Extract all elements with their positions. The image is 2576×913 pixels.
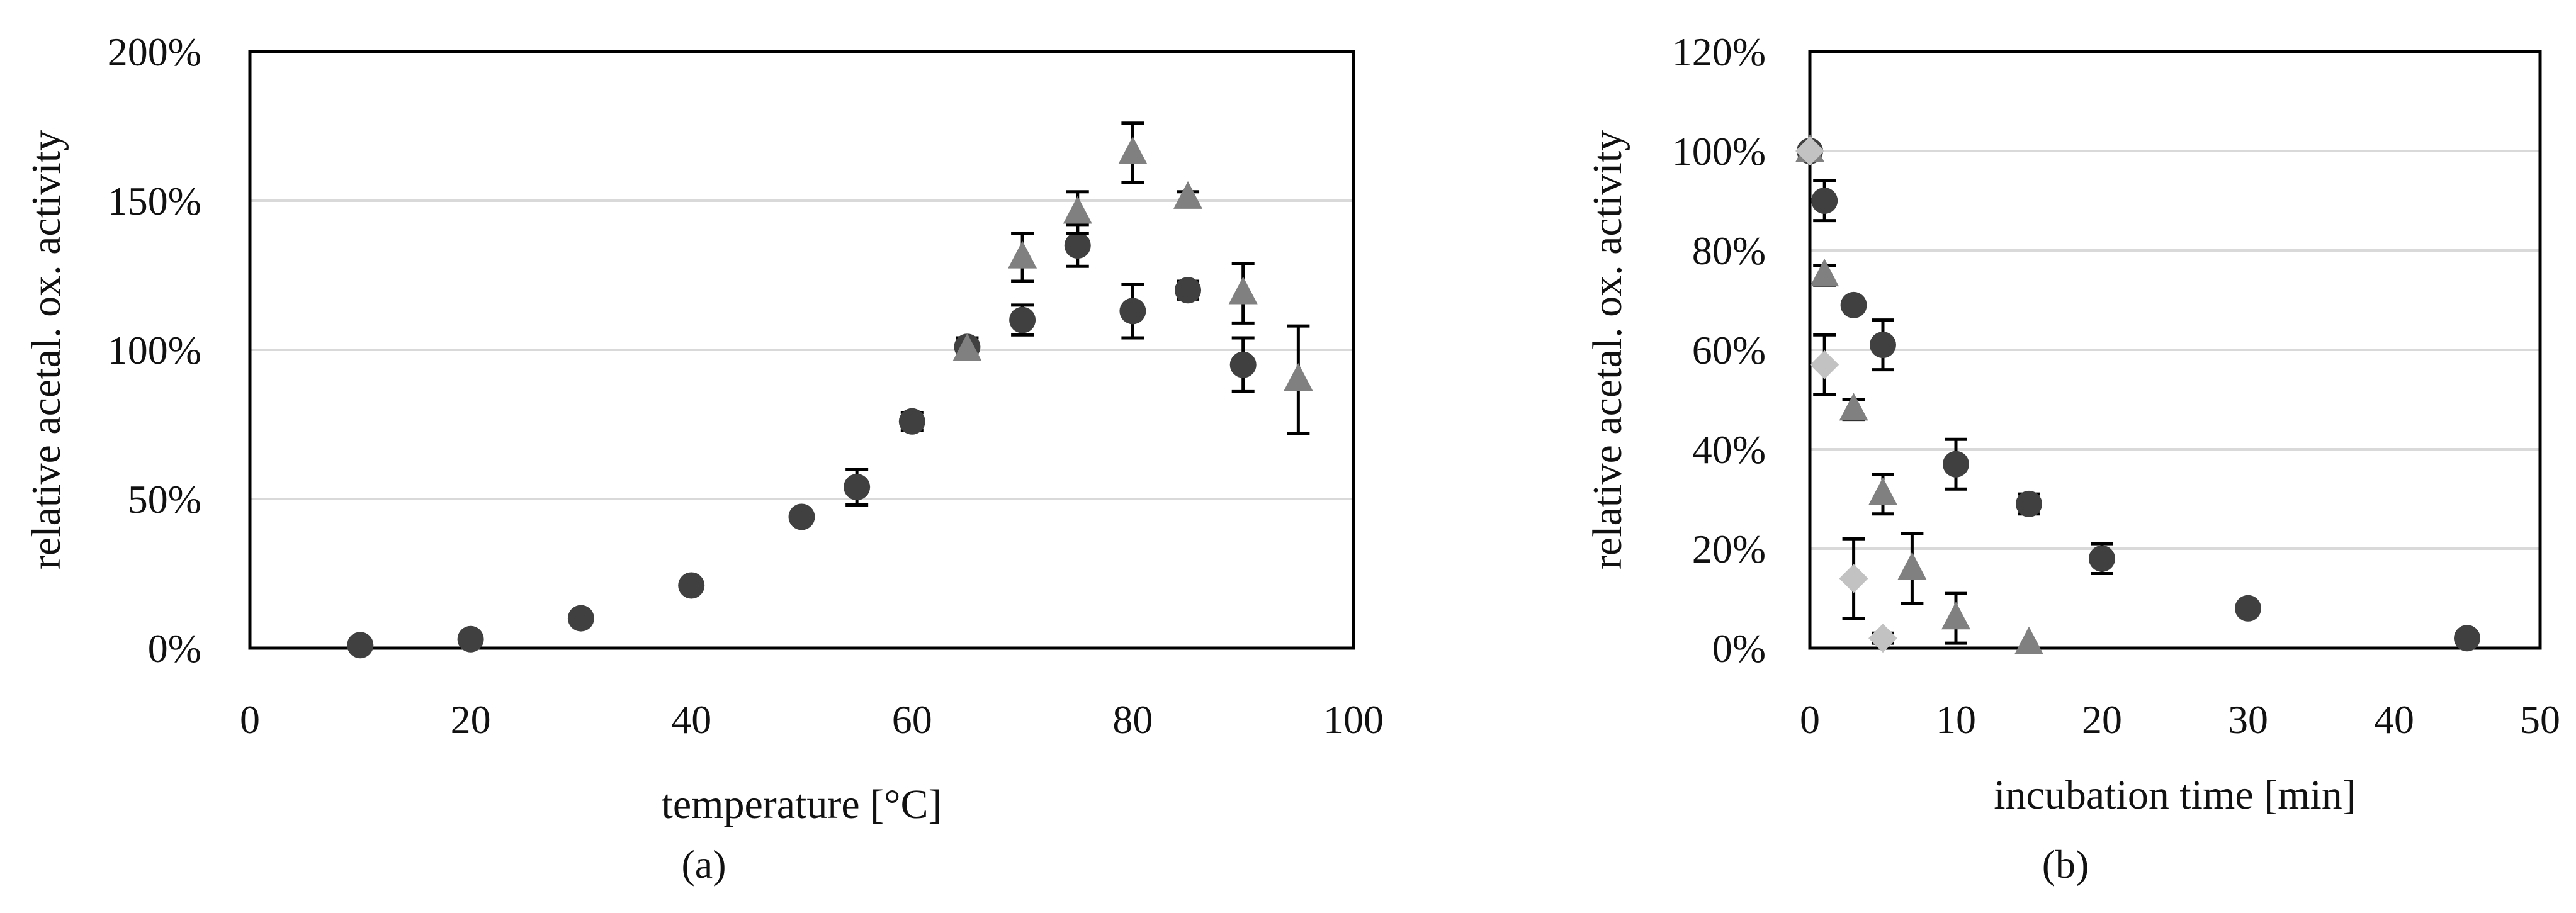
data-point-triangle xyxy=(1063,196,1092,224)
data-point-triangle xyxy=(1173,181,1203,209)
data-point-circle xyxy=(788,503,815,530)
data-point-circle xyxy=(1811,188,1838,214)
data-point-circle xyxy=(1119,298,1146,325)
data-point-triangle xyxy=(1868,477,1897,505)
data-point-circle xyxy=(1840,291,1867,318)
y-axis-title: relative acetal. ox. activity xyxy=(1585,130,1630,569)
y-tick-label: 40% xyxy=(1692,427,1766,472)
data-point-triangle xyxy=(1941,602,1970,630)
x-tick-label: 30 xyxy=(2228,697,2268,742)
series-circle xyxy=(1797,138,2480,652)
data-point-diamond xyxy=(1868,624,1897,653)
y-tick-label: 0% xyxy=(1712,626,1766,671)
data-point-circle xyxy=(1064,232,1091,259)
y-axis-title: relative acetal. ox. activity xyxy=(23,130,69,569)
series-diamond xyxy=(1795,137,1897,653)
x-axis-title: incubation time [min] xyxy=(1994,772,2356,818)
x-tick-label: 40 xyxy=(2374,697,2414,742)
data-point-triangle xyxy=(1810,259,1839,287)
series-triangle xyxy=(952,121,1313,435)
data-point-triangle xyxy=(952,333,982,361)
x-tick-label: 20 xyxy=(451,697,491,742)
data-point-triangle xyxy=(2014,626,2043,654)
x-tick-label: 10 xyxy=(1936,697,1976,742)
y-tick-label: 200% xyxy=(108,30,201,74)
x-tick-label: 60 xyxy=(892,697,932,742)
panel-label-a: (a) xyxy=(681,842,726,887)
data-point-circle xyxy=(2089,545,2115,572)
y-tick-label: 120% xyxy=(1672,30,1766,74)
data-point-circle xyxy=(567,605,594,632)
data-point-circle xyxy=(2454,625,2480,652)
data-point-triangle xyxy=(1839,393,1868,421)
data-point-circle xyxy=(1943,451,1969,478)
data-point-triangle xyxy=(1228,276,1258,305)
y-tick-label: 50% xyxy=(128,477,201,522)
y-tick-label: 100% xyxy=(108,328,201,372)
data-point-diamond xyxy=(1795,137,1824,165)
data-point-triangle xyxy=(1284,363,1313,391)
x-tick-label: 80 xyxy=(1112,697,1153,742)
data-point-circle xyxy=(1175,277,1202,304)
data-point-circle xyxy=(678,572,705,599)
x-tick-label: 100 xyxy=(1323,697,1384,742)
data-point-circle xyxy=(347,632,374,659)
y-tick-label: 60% xyxy=(1692,328,1766,372)
data-point-circle xyxy=(1870,332,1896,359)
data-point-circle xyxy=(1009,306,1036,333)
data-point-diamond xyxy=(1839,564,1868,593)
x-tick-label: 20 xyxy=(2082,697,2122,742)
chart-a-temperature: 0% 50% 100% 150% 200% 0 20 40 60 80 100 temperature… xyxy=(23,30,1384,827)
y-tick-label: 0% xyxy=(148,626,201,671)
data-point-circle xyxy=(844,474,871,501)
data-point-circle xyxy=(2016,490,2042,517)
x-axis-title: temperature [°C] xyxy=(661,781,942,827)
y-tick-label: 150% xyxy=(108,179,201,223)
data-point-triangle xyxy=(1897,552,1927,580)
data-point-triangle xyxy=(1008,240,1037,269)
data-point-circle xyxy=(898,408,925,435)
data-point-triangle xyxy=(1118,136,1148,164)
y-tick-label: 20% xyxy=(1692,527,1766,571)
plot-area-frame xyxy=(1808,50,2542,650)
x-tick-label: 0 xyxy=(1800,697,1820,742)
data-point-circle xyxy=(2235,595,2261,622)
data-point-diamond xyxy=(1810,350,1839,379)
y-tick-label: 100% xyxy=(1672,129,1766,174)
data-point-circle xyxy=(1229,351,1257,378)
y-tick-label: 80% xyxy=(1692,228,1766,273)
plot-area-frame xyxy=(248,50,1355,650)
x-tick-label: 40 xyxy=(671,697,711,742)
chart-b-incubation-time: 0% 20% 40% 60% 80% 100% 120% 0 10 20 30 40 50 incubat… xyxy=(1585,30,2560,818)
data-point-circle xyxy=(457,625,484,653)
panel-label-b: (b) xyxy=(2042,842,2089,887)
x-tick-label: 0 xyxy=(240,697,260,742)
x-tick-label: 50 xyxy=(2520,697,2560,742)
